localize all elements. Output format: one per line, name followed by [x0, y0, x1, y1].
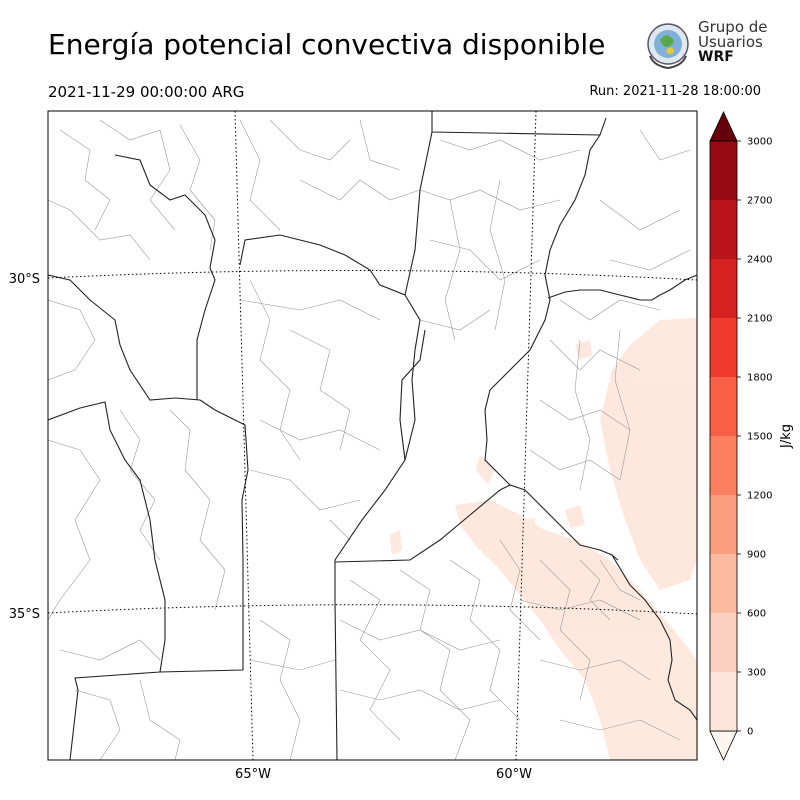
- colorbar-tick-label: 1800: [747, 373, 772, 384]
- logo-line-2: Usuarios: [698, 33, 763, 51]
- logo-line-1: Grupo de: [698, 18, 768, 36]
- colorbar-tick-label: 300: [747, 668, 766, 679]
- lat-label-35s: 35°S: [9, 607, 40, 622]
- colorbar-tick-label: 2100: [747, 314, 772, 325]
- province-boundaries: [48, 111, 697, 760]
- colorbar-segment: [710, 141, 737, 200]
- department-boundaries: [48, 119, 691, 760]
- colorbar-tick-label: 900: [747, 550, 766, 561]
- colorbar-segment: [710, 672, 737, 731]
- lon-label-60w: 60°W: [496, 767, 532, 782]
- colorbar-tick-label: 1200: [747, 491, 772, 502]
- colorbar-tick-label: 2700: [747, 196, 772, 207]
- cape-shading: [390, 318, 697, 760]
- colorbar-segment: [710, 377, 737, 436]
- colorbar: 0 300 600 900 1200 1500 1800 2100 2400 2700 3000: [709, 111, 772, 761]
- lon-label-65w: 65°W: [235, 767, 271, 782]
- colorbar-extend-min: [709, 730, 738, 761]
- colorbar-tick-label: 600: [747, 609, 766, 620]
- colorbar-segment: [710, 200, 737, 259]
- colorbar-segment: [710, 436, 737, 495]
- map-title: Energía potencial convectiva disponible: [48, 28, 606, 61]
- map-frame: [47, 110, 698, 761]
- colorbar-segment: [710, 495, 737, 554]
- colorbar-tick-label: 3000: [747, 137, 772, 148]
- lat-label-30s: 30°S: [9, 272, 40, 287]
- parallel-30s: [48, 269, 697, 281]
- graticule: [48, 111, 697, 760]
- parallel-35s: [48, 604, 697, 615]
- colorbar-extend-max: [709, 111, 738, 142]
- valid-time: 2021-11-29 00:00:00 ARG: [48, 83, 245, 101]
- globe-icon: [647, 23, 689, 70]
- colorbar-segment: [710, 259, 737, 318]
- run-time: Run: 2021-11-28 18:00:00: [589, 84, 761, 99]
- colorbar-tick-label: 0: [747, 727, 753, 738]
- colorbar-tick-label: 2400: [747, 255, 772, 266]
- colorbar-label: J/kg: [779, 424, 794, 449]
- wrf-group-logo: Grupo de Usuarios WRF: [638, 16, 768, 76]
- colorbar-segment: [710, 554, 737, 613]
- meridian-65w: [234, 111, 254, 760]
- colorbar-segment: [710, 318, 737, 377]
- colorbar-segment: [710, 613, 737, 672]
- map-panel: 30°S 35°S 65°W 60°W: [9, 110, 698, 782]
- logo-line-3: WRF: [698, 49, 734, 65]
- meridian-60w: [515, 111, 537, 760]
- colorbar-tick-label: 1500: [747, 432, 772, 443]
